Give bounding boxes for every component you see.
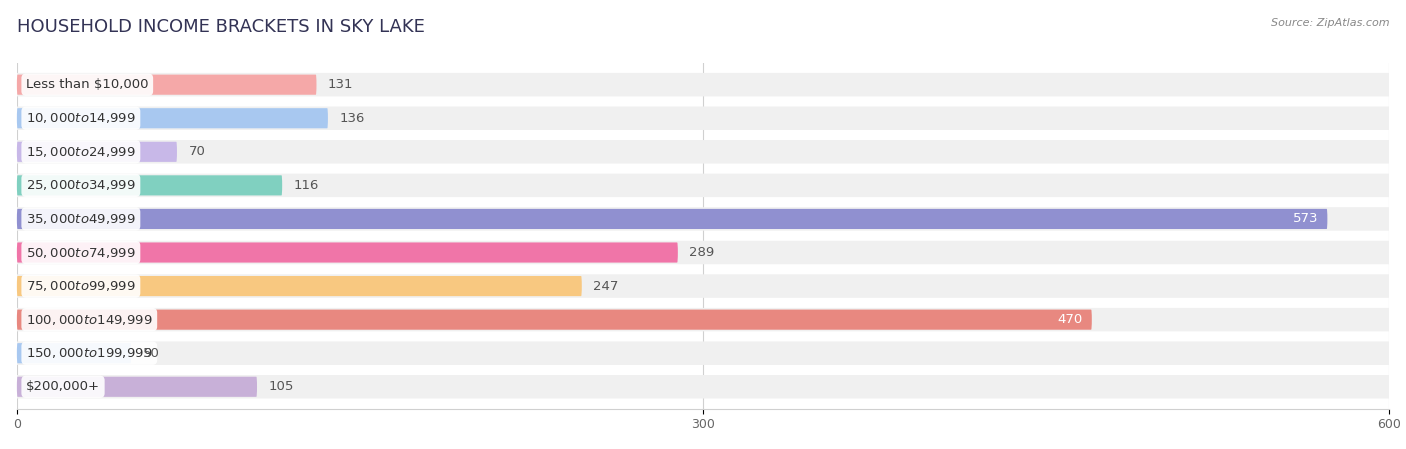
Text: $15,000 to $24,999: $15,000 to $24,999	[27, 145, 136, 159]
FancyBboxPatch shape	[17, 276, 582, 296]
FancyBboxPatch shape	[17, 73, 1389, 97]
Text: 50: 50	[142, 347, 159, 360]
FancyBboxPatch shape	[17, 140, 1389, 163]
Text: 247: 247	[593, 280, 619, 293]
Text: 470: 470	[1057, 313, 1083, 326]
Text: 116: 116	[294, 179, 319, 192]
Text: Less than $10,000: Less than $10,000	[27, 78, 149, 91]
FancyBboxPatch shape	[17, 242, 678, 263]
FancyBboxPatch shape	[17, 375, 1389, 399]
Text: $75,000 to $99,999: $75,000 to $99,999	[27, 279, 136, 293]
FancyBboxPatch shape	[17, 343, 131, 363]
Text: $10,000 to $14,999: $10,000 to $14,999	[27, 111, 136, 125]
Text: 573: 573	[1292, 212, 1319, 225]
Text: $100,000 to $149,999: $100,000 to $149,999	[27, 313, 153, 326]
FancyBboxPatch shape	[17, 108, 328, 128]
Text: 105: 105	[269, 380, 294, 393]
FancyBboxPatch shape	[17, 207, 1389, 231]
FancyBboxPatch shape	[17, 309, 1092, 330]
FancyBboxPatch shape	[17, 308, 1389, 331]
Text: $25,000 to $34,999: $25,000 to $34,999	[27, 178, 136, 192]
FancyBboxPatch shape	[17, 341, 1389, 365]
FancyBboxPatch shape	[17, 106, 1389, 130]
Text: $35,000 to $49,999: $35,000 to $49,999	[27, 212, 136, 226]
FancyBboxPatch shape	[17, 209, 1327, 229]
Text: 131: 131	[328, 78, 353, 91]
FancyBboxPatch shape	[17, 175, 283, 195]
Text: 70: 70	[188, 145, 205, 158]
Text: 136: 136	[339, 112, 364, 125]
Text: $150,000 to $199,999: $150,000 to $199,999	[27, 346, 153, 360]
FancyBboxPatch shape	[17, 142, 177, 162]
FancyBboxPatch shape	[17, 75, 316, 95]
FancyBboxPatch shape	[17, 274, 1389, 298]
Text: 289: 289	[689, 246, 714, 259]
Text: $200,000+: $200,000+	[27, 380, 100, 393]
Text: HOUSEHOLD INCOME BRACKETS IN SKY LAKE: HOUSEHOLD INCOME BRACKETS IN SKY LAKE	[17, 18, 425, 36]
Text: $50,000 to $74,999: $50,000 to $74,999	[27, 246, 136, 260]
FancyBboxPatch shape	[17, 174, 1389, 197]
FancyBboxPatch shape	[17, 377, 257, 397]
Text: Source: ZipAtlas.com: Source: ZipAtlas.com	[1271, 18, 1389, 28]
FancyBboxPatch shape	[17, 241, 1389, 264]
